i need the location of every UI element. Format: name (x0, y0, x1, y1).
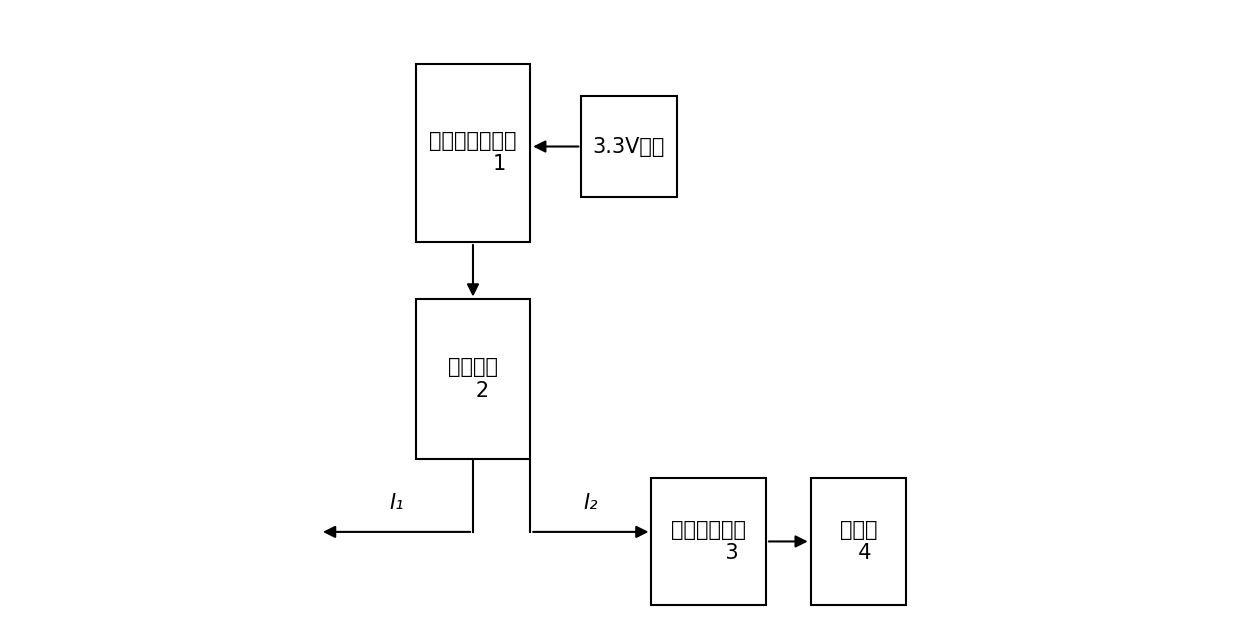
Text: 可调高压发生器
        1: 可调高压发生器 1 (429, 131, 517, 175)
FancyBboxPatch shape (810, 478, 906, 605)
FancyBboxPatch shape (415, 64, 530, 242)
FancyBboxPatch shape (652, 478, 766, 605)
Text: 镜像电路
   2: 镜像电路 2 (449, 357, 498, 401)
FancyBboxPatch shape (581, 96, 676, 197)
Text: 3.3V电源: 3.3V电源 (593, 136, 665, 157)
Text: 单片机
  4: 单片机 4 (840, 520, 877, 563)
Text: I₁: I₁ (389, 493, 404, 513)
Text: 信号采集单元
       3: 信号采集单元 3 (672, 520, 746, 563)
Text: I₂: I₂ (584, 493, 598, 513)
FancyBboxPatch shape (415, 299, 530, 459)
